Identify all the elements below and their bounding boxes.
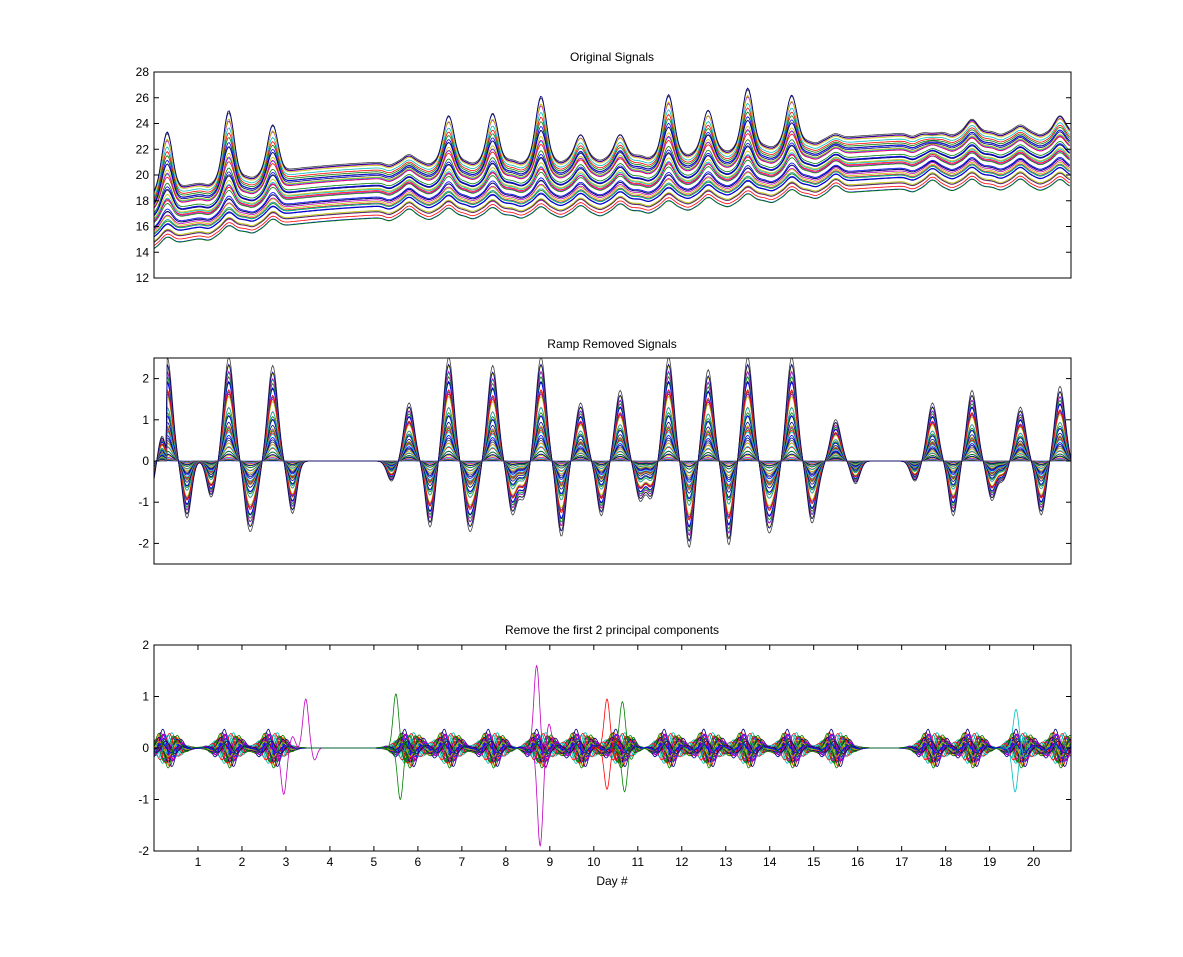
signal-line — [154, 102, 1071, 197]
signal-line — [154, 363, 1071, 542]
signal-line — [154, 161, 1070, 233]
signal-line — [154, 732, 1071, 769]
y-tick-label: 22 — [136, 142, 150, 156]
y-tick-label: 2 — [142, 638, 149, 652]
signal-line — [154, 144, 1070, 217]
spike-line — [609, 737, 641, 793]
spike-line — [268, 736, 300, 795]
x-tick-label: 19 — [983, 855, 997, 869]
signal-lines — [154, 664, 1071, 847]
signal-line — [154, 107, 1070, 200]
y-tick-label: 0 — [142, 454, 149, 468]
chart-original-signals: Original Signals 12 14 16 18 20 22 24 26 28 — [136, 50, 1072, 285]
y-axis-ticks: -2 -1 0 1 2 — [138, 372, 1071, 550]
y-tick-label: 1 — [142, 690, 149, 704]
y-tick-label: -2 — [138, 536, 149, 550]
signal-line — [154, 178, 1070, 250]
chart-remove-principal-components: Remove the first 2 principal components … — [138, 623, 1072, 888]
signal-line — [154, 172, 1070, 243]
chart-title: Original Signals — [570, 50, 654, 64]
x-tick-label: 11 — [632, 855, 645, 869]
chart-ramp-removed-signals: Ramp Removed Signals -2 -1 0 1 2 — [138, 337, 1072, 565]
signal-line — [154, 130, 1070, 208]
x-tick-label: 16 — [851, 855, 865, 869]
y-tick-label: 28 — [136, 65, 150, 79]
signal-line — [154, 119, 1070, 205]
x-tick-label: 2 — [239, 855, 246, 869]
y-tick-label: 0 — [142, 741, 149, 755]
signal-line — [154, 147, 1070, 219]
chart-title: Remove the first 2 principal components — [505, 623, 719, 637]
signal-lines — [154, 87, 1071, 250]
x-tick-label: 10 — [587, 855, 601, 869]
x-tick-label: 6 — [415, 855, 422, 869]
spike-line — [524, 723, 556, 847]
signal-line — [154, 139, 1070, 214]
y-axis-ticks: -2 -1 0 1 2 — [138, 638, 1071, 858]
signal-line — [154, 175, 1070, 246]
x-tick-label: 5 — [371, 855, 378, 869]
signal-line — [154, 94, 1071, 194]
x-tick-label: 9 — [546, 855, 553, 869]
signal-line — [154, 116, 1070, 204]
y-tick-label: 26 — [136, 91, 150, 105]
y-axis-ticks: 12 14 16 18 20 22 24 26 28 — [136, 65, 1071, 285]
y-tick-label: 14 — [136, 245, 150, 259]
chart-title: Ramp Removed Signals — [547, 337, 676, 351]
x-tick-label: 7 — [459, 855, 466, 869]
x-tick-label: 17 — [895, 855, 909, 869]
y-tick-label: -1 — [138, 793, 149, 807]
x-tick-label: 18 — [939, 855, 953, 869]
x-tick-label: 1 — [195, 855, 202, 869]
y-tick-label: 18 — [136, 194, 150, 208]
signal-line — [154, 89, 1071, 191]
y-tick-label: -1 — [138, 495, 149, 509]
signal-line — [154, 167, 1070, 238]
signal-line — [154, 152, 1070, 223]
signal-line — [154, 111, 1070, 201]
signal-line — [154, 87, 1071, 192]
x-tick-label: 14 — [763, 855, 777, 869]
signal-line — [154, 163, 1070, 235]
signal-line — [154, 129, 1070, 209]
signal-line — [154, 96, 1071, 193]
signal-line — [154, 148, 1070, 220]
signal-line — [154, 125, 1070, 207]
x-tick-label: 4 — [327, 855, 334, 869]
spike-line — [999, 737, 1031, 793]
signal-line — [154, 171, 1070, 242]
y-tick-label: 24 — [136, 117, 150, 131]
x-axis-label: Day # — [596, 874, 628, 888]
x-tick-label: 13 — [719, 855, 733, 869]
x-tick-label: 12 — [675, 855, 689, 869]
signal-line — [154, 142, 1070, 216]
x-axis-ticks: 1 2 3 4 5 6 7 8 9 10 11 12 13 14 15 16 17 18 19 20 — [195, 645, 1041, 869]
y-tick-label: -2 — [138, 844, 149, 858]
y-tick-label: 16 — [136, 220, 150, 234]
signal-line — [154, 150, 1070, 222]
x-tick-label: 3 — [283, 855, 290, 869]
spike-line — [384, 735, 416, 801]
signal-line — [154, 166, 1070, 237]
y-tick-label: 1 — [142, 413, 149, 427]
signal-line — [154, 160, 1070, 231]
x-tick-label: 20 — [1027, 855, 1041, 869]
signal-line — [154, 156, 1070, 228]
x-tick-label: 15 — [807, 855, 821, 869]
signal-line — [154, 158, 1070, 229]
y-tick-label: 12 — [136, 271, 150, 285]
signal-lines — [154, 358, 1071, 548]
spike-line — [290, 698, 322, 761]
y-tick-label: 2 — [142, 372, 149, 386]
signal-line — [154, 150, 1070, 222]
x-tick-label: 8 — [503, 855, 510, 869]
y-tick-label: 20 — [136, 168, 150, 182]
